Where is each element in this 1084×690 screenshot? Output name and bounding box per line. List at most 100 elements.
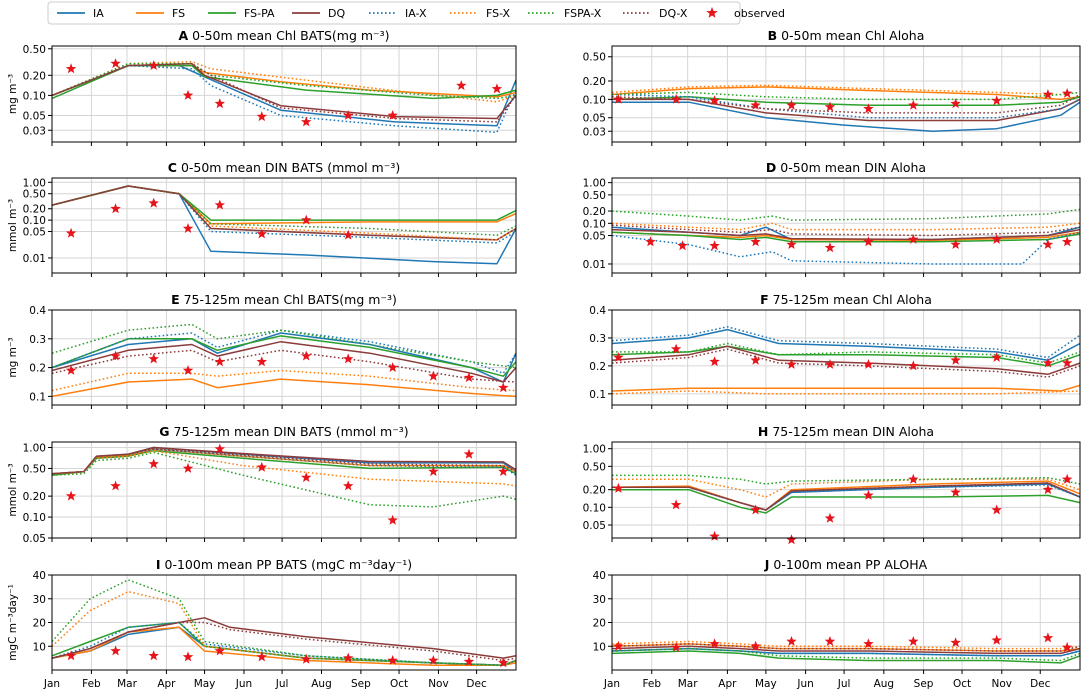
observed-group [645,234,1073,253]
series-line-DQ [612,645,1080,655]
legend-item: IA [57,7,104,20]
observed-star [65,227,77,238]
observed-star [65,490,77,501]
observed-star [908,636,919,646]
series-line-DQ-X [52,62,516,123]
x-tick-label: May [755,678,777,690]
panel-title-text: 75-125m mean DIN BATS (mmol m⁻³) [170,424,409,439]
axes-frame [611,45,1081,143]
y-tick-label: 0.10 [23,512,46,524]
observed-star [1061,88,1073,98]
observed-star [1061,236,1073,247]
series-line-DQ-X [612,482,1080,511]
x-tick-label: Aug [311,678,332,690]
observed-star [863,359,874,369]
panel-letter: C [168,160,177,175]
observed-star [709,95,720,106]
observed-group [65,350,509,393]
y-tick-label: 10 [593,641,606,653]
y-tick-label: 0.10 [583,94,606,106]
observed-star [491,83,503,94]
observed-star [256,651,267,662]
observed-star [301,214,312,225]
series-line-DQ [52,340,516,383]
x-tick-label: Apr [157,678,176,690]
series-line-IA [52,446,516,475]
observed-star [65,365,77,375]
series-line-FS-X [52,590,516,667]
observed-star [65,650,77,661]
observed-star [214,199,225,210]
observed-star [256,228,267,239]
y-tick-label: 0.05 [583,520,606,532]
observed-star [908,473,919,484]
panel-D: 0.01 0.050.100.20 0.501.00 D 0-50m mean DIN… [583,160,1081,277]
series-line-FS-X [612,640,1080,650]
panel-title-text: 75-125m mean Chl Aloha [769,292,932,307]
legend-item: FSPA-X [528,7,602,20]
y-tick-label: 1.00 [23,443,46,455]
series-line-IA-X [52,64,516,134]
x-tick-label: Nov [428,678,449,690]
panel-title-text: 0-50m mean Chl Aloha [777,28,924,43]
panel-title-text: 75-125m mean DIN Aloha [768,424,934,439]
observed-star [148,60,159,70]
y-axis-label: mmol m⁻³ [7,199,19,252]
series-line-FS-PA [612,488,1080,514]
series-line-FSPA-X [52,579,516,667]
observed-star [863,638,874,649]
y-axis-label: mg m⁻³ [7,337,19,377]
observed-star [824,636,836,646]
x-tick-label: Dec [1030,678,1051,690]
observed-star [709,240,720,251]
legend-item: DQ [292,7,345,20]
series-line-IA [612,101,1080,133]
observed-star [301,472,312,482]
observed-star [950,486,961,497]
legend-label: FS-PA [244,7,275,20]
panel-title-text: 0-100m mean PP ALOHA [769,557,927,572]
y-tick-label: 0.10 [23,90,46,102]
panel-letter: F [760,292,769,307]
observed-star [950,354,961,365]
observed-star [463,372,475,383]
y-tick-label: 1.00 [583,444,606,456]
legend-item: FS-X [450,7,511,20]
y-tick-label: 0.01 [583,259,606,271]
observed-star [428,370,439,381]
series-line-FS-PA [612,650,1080,664]
axes-frame [51,309,517,406]
observed-star [613,352,624,362]
legend-label: DQ-X [659,7,688,20]
panel-letter: A [178,28,188,43]
axes-frame [51,177,517,274]
series-line-IA [52,185,516,265]
y-tick-label: 0.05 [583,231,606,243]
observed-star [463,448,475,459]
legend-item: FS [136,7,185,20]
observed-star [256,111,267,122]
observed-star [908,234,919,244]
axes-frame [51,45,517,143]
series-line-FS-PA [52,335,516,377]
observed-star [613,93,624,104]
observed-star [182,89,194,100]
observed-star [670,343,682,354]
legend-item: IA-X [369,7,427,20]
panel-H: 0.05 0.10 0.20 0.50 1.00 H 75-125m mean DIN A… [583,424,1081,545]
y-tick-label: 0.10 [23,215,46,227]
observed-star [1042,89,1054,99]
legend-star-marker [706,7,718,18]
panel-G: 0.05 0.10 0.20 0.50 1.00 G 75-125m mean DIN B… [7,424,517,545]
panel-title: I 0-100m mean PP BATS (mgC m⁻³day⁻¹) [156,557,412,572]
observed-star [343,353,354,364]
observed-star [1042,239,1054,249]
series-line-FS-X [612,222,1080,231]
y-tick-label: 0.2 [29,363,46,375]
observed-star [110,350,121,361]
observed-star [110,58,121,68]
observed-star [110,645,121,656]
y-tick-label: 1.00 [583,178,606,190]
y-axis-label: mmol m⁻³ [7,463,19,516]
